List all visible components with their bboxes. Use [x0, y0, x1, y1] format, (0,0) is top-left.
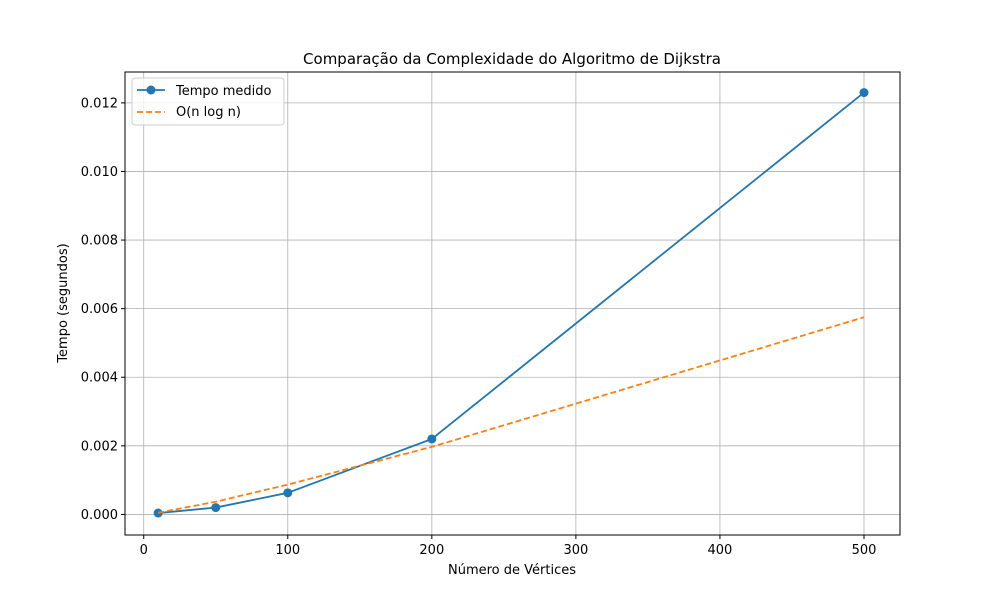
y-tick-label: 0.010: [81, 165, 118, 180]
data-point-tempo-medido: [153, 508, 163, 518]
x-tick-label: 400: [708, 543, 733, 558]
legend-label-onlogn: O(n log n): [176, 105, 241, 120]
x-tick-label: 100: [275, 543, 300, 558]
data-point-tempo-medido: [427, 434, 437, 444]
y-tick-label: 0.002: [81, 439, 118, 454]
data-point-tempo-medido: [211, 503, 221, 513]
data-point-tempo-medido: [283, 488, 293, 498]
legend-label-tempo-medido: Tempo medido: [175, 84, 272, 99]
series-line-o-n-log-n: [157, 316, 865, 514]
legend: Tempo medido O(n log n): [131, 77, 285, 126]
y-tick-label: 0.008: [81, 234, 118, 249]
y-tick-label: 0.000: [81, 508, 118, 523]
y-axis: 0.000 0.002 0.004 0.006 0.008 0.010 0.012: [81, 96, 125, 523]
y-tick-label: 0.012: [81, 96, 118, 111]
legend-box: [131, 77, 285, 126]
y-axis-label: Tempo (segundos): [56, 243, 71, 363]
legend-marker-tempo-medido: [146, 85, 156, 95]
x-axis: 0 100 200 300 400 500: [140, 535, 877, 558]
x-tick-label: 300: [563, 543, 588, 558]
data-point-tempo-medido: [859, 88, 869, 98]
x-tick-label: 0: [140, 543, 148, 558]
y-tick-label: 0.004: [81, 371, 118, 386]
plot-frame: [124, 71, 901, 536]
series-layer: [153, 88, 869, 518]
x-tick-label: 500: [852, 543, 877, 558]
x-axis-label: Número de Vértices: [448, 563, 576, 578]
x-tick-label: 200: [419, 543, 444, 558]
chart-title: Comparação da Complexidade do Algoritmo …: [303, 50, 721, 68]
grid: [125, 72, 900, 535]
y-tick-label: 0.006: [81, 302, 118, 317]
